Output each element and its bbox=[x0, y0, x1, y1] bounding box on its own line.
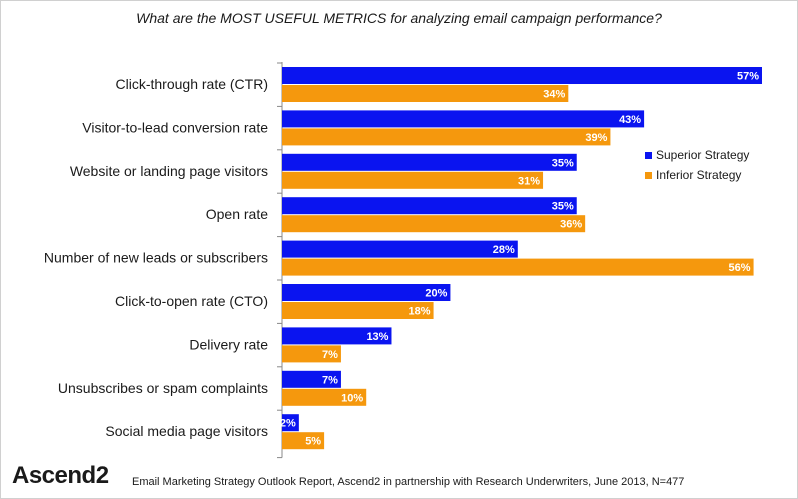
category-label: Social media page visitors bbox=[105, 423, 268, 439]
value-label-superior: 28% bbox=[493, 244, 515, 256]
value-label-superior: 35% bbox=[552, 201, 574, 213]
bar-superior bbox=[282, 370, 341, 388]
bar-superior bbox=[282, 110, 645, 128]
logo-name: Ascend bbox=[12, 462, 96, 489]
value-label-superior: 57% bbox=[737, 71, 759, 83]
bar-superior bbox=[282, 284, 451, 301]
bar-superior bbox=[282, 240, 518, 258]
value-label-inferior: 31% bbox=[518, 175, 540, 187]
legend-swatch bbox=[645, 172, 652, 179]
bar-inferior bbox=[282, 345, 341, 363]
category-label: Click-through rate (CTR) bbox=[116, 76, 268, 92]
bars-layer: Click-through rate (CTR) 57% 34% Visitor-to… bbox=[44, 67, 762, 450]
bar-superior bbox=[282, 327, 392, 345]
bar-inferior bbox=[282, 171, 544, 189]
category-label: Click-to-open rate (CTO) bbox=[115, 293, 268, 309]
category-label: Delivery rate bbox=[189, 336, 268, 352]
value-label-inferior: 18% bbox=[409, 306, 431, 318]
category-label: Number of new leads or subscribers bbox=[44, 250, 268, 266]
bar-inferior bbox=[282, 388, 367, 406]
chart-title: What are the MOST USEFUL METRICS for ana… bbox=[136, 10, 662, 26]
value-label-inferior: 56% bbox=[729, 262, 751, 274]
value-label-inferior: 5% bbox=[305, 436, 321, 448]
value-label-inferior: 10% bbox=[341, 392, 363, 404]
legend: Superior Strategy Inferior Strategy bbox=[645, 148, 749, 182]
category-label: Open rate bbox=[206, 206, 268, 222]
category-label: Website or landing page visitors bbox=[70, 163, 268, 179]
ascend2-logo: Ascend2 bbox=[12, 462, 109, 492]
logo-number: 2 bbox=[95, 462, 109, 489]
axis-layer bbox=[277, 62, 283, 459]
value-label-superior: 7% bbox=[322, 374, 338, 386]
value-label-superior: 20% bbox=[425, 288, 447, 300]
legend-swatch bbox=[645, 152, 652, 159]
bar-superior bbox=[282, 414, 299, 432]
bar-inferior bbox=[282, 432, 325, 450]
category-label: Unsubscribes or spam complaints bbox=[58, 380, 268, 396]
bar-superior bbox=[282, 153, 577, 171]
legend-label: Superior Strategy bbox=[656, 148, 749, 162]
category-label: Visitor-to-lead conversion rate bbox=[82, 119, 268, 135]
value-label-inferior: 7% bbox=[322, 349, 338, 361]
source-note: Email Marketing Strategy Outlook Report,… bbox=[132, 476, 685, 488]
bar-superior bbox=[282, 197, 577, 215]
value-label-superior: 2% bbox=[280, 418, 296, 430]
bar-inferior bbox=[282, 215, 586, 233]
value-label-inferior: 34% bbox=[543, 89, 565, 101]
value-label-inferior: 39% bbox=[585, 132, 607, 144]
bar-inferior bbox=[282, 258, 754, 276]
value-label-superior: 13% bbox=[366, 331, 388, 343]
bar-inferior bbox=[282, 85, 569, 102]
value-label-superior: 43% bbox=[619, 114, 641, 126]
bar-inferior bbox=[282, 302, 434, 319]
value-label-inferior: 36% bbox=[560, 219, 582, 231]
value-label-superior: 35% bbox=[552, 157, 574, 169]
bar-superior bbox=[282, 67, 762, 84]
bar-inferior bbox=[282, 128, 611, 146]
legend-label: Inferior Strategy bbox=[656, 168, 741, 182]
